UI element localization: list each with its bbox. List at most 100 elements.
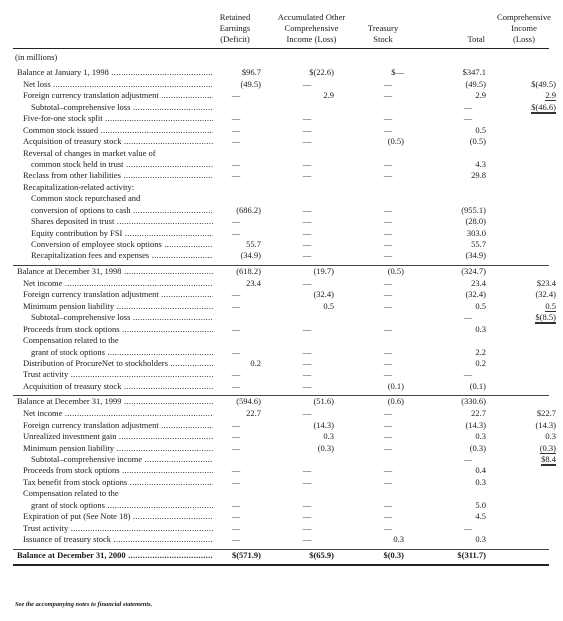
header-line: (Loss)	[513, 34, 535, 44]
cell-value: —	[383, 170, 393, 181]
cell-aoc: —	[287, 324, 327, 335]
cell-aoc: (32.4)	[277, 289, 334, 300]
cell-value: —	[383, 239, 393, 249]
cell-ts: —	[375, 347, 401, 358]
cell-ts: $(0.3)	[365, 550, 404, 561]
cell-tot: —	[448, 113, 488, 124]
cell-ts: —	[375, 125, 401, 136]
cell-tot: (324.7)	[435, 266, 486, 277]
cell-value: —	[302, 277, 312, 288]
cell-tot: 22.7	[435, 408, 486, 419]
row-label: Distribution of ProcureNet to stockholde…	[23, 358, 213, 369]
row-label: Net income	[23, 278, 213, 289]
table-row: Recapitalization fees and expenses (34.9)…	[13, 250, 549, 261]
table-row: Foreign currency translation adjustment —…	[13, 90, 556, 102]
cell-re: —	[219, 477, 253, 488]
cell-tot: 0.3	[435, 431, 486, 442]
cell-ts: —	[375, 113, 401, 124]
cell-ts: —	[375, 420, 401, 431]
table-row: Conversion of employee stock options 55.7…	[13, 239, 549, 250]
cell-value: 29.8	[471, 170, 486, 181]
cell-value: 2.9	[475, 90, 486, 101]
cell-re: 55.7	[209, 239, 261, 250]
row-label: Foreign currency translation adjustment	[23, 289, 213, 300]
cell-value: —	[383, 250, 393, 261]
cell-ts: —	[375, 239, 401, 250]
cell-ts: 0.3	[365, 534, 404, 545]
cell-value: —	[302, 170, 312, 181]
cell-value: —	[231, 90, 241, 101]
cell-ts: —	[375, 228, 401, 239]
cell-value: —	[302, 158, 312, 169]
cell-value: 0.3	[323, 431, 334, 442]
cell-tot: 4.3	[435, 159, 486, 170]
cell-value: $(311.7)	[457, 549, 486, 560]
balance-row: Balance at January 1, 1998 $96.7 $(22.6) $—…	[13, 67, 549, 78]
cell-value: —	[383, 289, 393, 300]
cell-re: (49.5)	[209, 79, 261, 90]
cell-ci: 0.5	[493, 300, 556, 312]
cell-value: (0.3)	[539, 442, 556, 454]
cell-value: —	[302, 78, 312, 89]
table-row: Common stock repurchased and	[13, 193, 549, 204]
cell-value: —	[231, 227, 241, 238]
row-label: conversion of options to cash	[31, 205, 213, 216]
cell-value: 22.7	[246, 408, 261, 419]
cell-re: 0.2	[209, 358, 261, 369]
cell-ts: —	[375, 216, 401, 227]
cell-ts: —	[375, 250, 401, 261]
cell-value: (14.3)	[465, 419, 486, 430]
row-label: Balance at January 1, 1998	[17, 67, 213, 78]
cell-tot: 0.3	[435, 477, 486, 488]
table-row: Recapitalization-related activity:	[13, 182, 549, 193]
header-line: Income (Loss)	[286, 34, 337, 44]
table-row: Expiration of put (See Note 18) — — — 4.5	[13, 511, 549, 522]
cell-aoc: —	[287, 159, 327, 170]
cell-value: —	[383, 522, 393, 533]
cell-value: 0.2	[475, 357, 486, 368]
cell-ts: —	[375, 477, 401, 488]
cell-tot: (14.3)	[435, 420, 486, 431]
cell-value: $347.1	[462, 67, 486, 78]
cell-re: —	[219, 523, 253, 534]
cell-ts: —	[375, 369, 401, 380]
cell-value: (0.3)	[317, 442, 334, 453]
cell-tot: 29.8	[435, 170, 486, 181]
cell-aoc: 0.5	[277, 301, 334, 312]
cell-value: —	[302, 534, 312, 545]
cell-value: —	[383, 227, 393, 238]
cell-value: $23.4	[536, 277, 556, 288]
cell-value: —	[463, 312, 473, 323]
row-label: Proceeds from stock options	[23, 324, 213, 335]
table-row: Acquisition of treasury stock — — (0.5) (0.5…	[13, 136, 549, 147]
cell-value: (0.5)	[387, 265, 404, 276]
table-row: Net income 23.4 — — 23.4 $23.4	[13, 277, 556, 289]
row-label: Subtotal–comprehensive loss	[31, 102, 213, 113]
cell-value: —	[231, 442, 241, 453]
cell-re: —	[219, 324, 253, 335]
cell-value: 0.3	[393, 534, 404, 545]
cell-ts: —	[375, 511, 401, 522]
table-row: Tax benefit from stock options — — — 0.3	[13, 477, 549, 488]
cell-ts: —	[375, 443, 401, 454]
cell-tot: —	[448, 369, 488, 380]
cell-aoc: —	[287, 381, 327, 392]
cell-tot: 0.3	[435, 534, 486, 545]
cell-ci: $(49.5)	[493, 79, 556, 90]
row-label: Foreign currency translation adjustment	[23, 420, 213, 431]
cell-tot: (49.5)	[435, 79, 486, 90]
cell-value: —	[383, 419, 393, 430]
cell-value: (14.3)	[313, 419, 334, 430]
cell-tot: $347.1	[435, 67, 486, 78]
cell-tot: 55.7	[435, 239, 486, 250]
row-label: Expiration of put (See Note 18)	[23, 511, 213, 522]
cell-value: 23.4	[471, 277, 486, 288]
cell-aoc: —	[287, 250, 327, 261]
cell-value: —	[231, 170, 241, 181]
cell-re: —	[219, 301, 253, 312]
row-label: Reversal of changes in market value of	[23, 147, 156, 158]
cell-re: —	[219, 420, 253, 431]
cell-ts: (0.1)	[365, 381, 404, 392]
cell-aoc: —	[287, 511, 327, 522]
table-row: Common stock issued — — — 0.5	[13, 125, 549, 136]
